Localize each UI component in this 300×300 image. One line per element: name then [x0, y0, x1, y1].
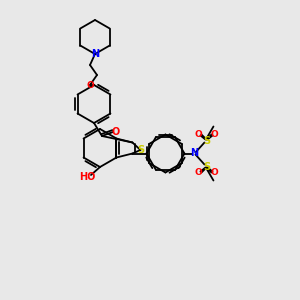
Text: O: O	[112, 127, 120, 137]
Text: O: O	[195, 130, 202, 139]
Text: O: O	[86, 80, 94, 89]
Text: O: O	[211, 168, 218, 177]
Text: N: N	[190, 148, 199, 158]
Text: S: S	[203, 136, 210, 146]
Text: S: S	[203, 161, 210, 172]
Text: HO: HO	[79, 172, 95, 182]
Text: O: O	[211, 130, 218, 139]
Text: N: N	[91, 49, 99, 59]
Text: O: O	[195, 168, 202, 177]
Text: S: S	[137, 145, 144, 155]
